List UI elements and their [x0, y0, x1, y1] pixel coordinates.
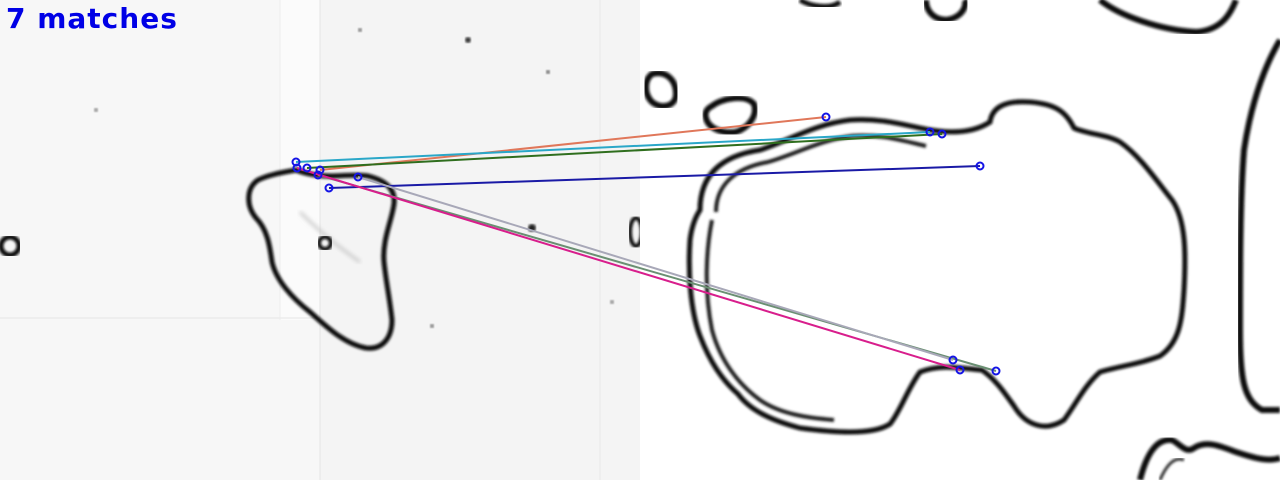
right-blob-outline [686, 99, 1188, 435]
match-line [296, 167, 961, 371]
keypoints [291, 112, 1001, 376]
keypoint-right [975, 161, 985, 171]
match-line [295, 131, 931, 163]
keypoint-right [991, 366, 1001, 376]
keypoint-left [292, 163, 302, 173]
match-line [319, 116, 827, 171]
keypoint-left [313, 170, 323, 180]
keypoint-right [948, 355, 958, 365]
keypoint-right [955, 365, 965, 375]
keypoint-right [937, 129, 947, 139]
keypoint-left [353, 172, 363, 182]
match-line [328, 165, 981, 189]
keypoint-left [324, 183, 334, 193]
left-blob-outline [246, 167, 397, 351]
keypoint-right [925, 127, 935, 137]
match-count-label: 7 matches [6, 2, 178, 35]
match-lines [295, 116, 997, 372]
match-line [306, 133, 943, 169]
right-image [640, 0, 1280, 480]
keypoint-left [302, 163, 312, 173]
keypoint-left [315, 165, 325, 175]
keypoint-right [821, 112, 831, 122]
match-line [357, 176, 954, 361]
